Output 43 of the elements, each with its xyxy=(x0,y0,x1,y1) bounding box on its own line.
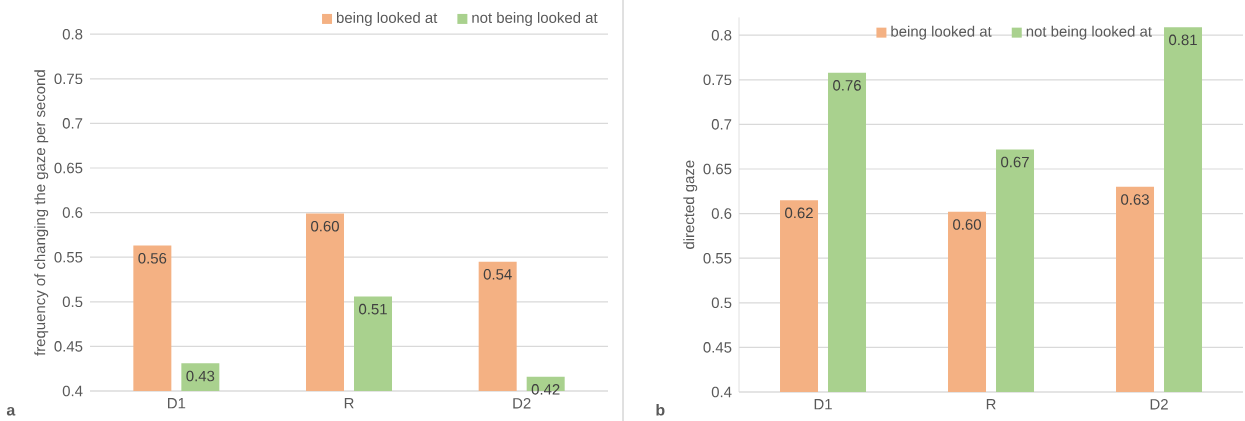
y-tick-label: 0.65 xyxy=(54,162,83,174)
y-tick-label: 0.55 xyxy=(703,252,732,264)
y-tick-label: 0.75 xyxy=(703,74,732,86)
x-tick-label: R xyxy=(344,398,354,409)
y-tick-label: 0.75 xyxy=(54,73,83,85)
y-axis-title: directed gaze xyxy=(683,160,698,249)
x-tick-label: D2 xyxy=(1150,399,1168,410)
y-tick-label: 0.55 xyxy=(54,251,83,263)
legend-label: being looked at xyxy=(336,12,438,26)
text: b xyxy=(656,403,665,416)
data-label: 0.43 xyxy=(186,370,215,382)
y-axis-title: frequency of changing the gaze per second xyxy=(34,70,49,356)
x-tick-label: D2 xyxy=(513,398,531,409)
data-label: 0.81 xyxy=(1169,34,1197,46)
y-tick-label: 0.45 xyxy=(54,341,83,352)
data-label: 0.54 xyxy=(483,269,512,280)
y-tick-label: 0.6 xyxy=(62,207,83,218)
y-tick-label: 0.7 xyxy=(62,118,83,129)
data-label: 0.60 xyxy=(953,219,981,230)
data-label: 0.60 xyxy=(311,220,339,232)
legend-label: not being looked at xyxy=(1026,25,1152,40)
data-label: 0.51 xyxy=(359,303,387,315)
x-tick-label: D1 xyxy=(814,399,832,410)
y-tick-label: 0.7 xyxy=(711,119,732,130)
x-tick-label: R xyxy=(986,399,996,410)
y-tick-label: 0.6 xyxy=(711,208,732,219)
legend-label: being looked at xyxy=(891,25,992,40)
y-tick-label: 0.65 xyxy=(703,163,732,175)
text: a xyxy=(6,406,16,416)
data-label: 0.67 xyxy=(1001,156,1029,168)
x-tick-label: D1 xyxy=(168,398,186,409)
y-tick-label: 0.8 xyxy=(62,28,83,40)
y-tick-label: 0.45 xyxy=(703,342,732,353)
data-label: 0.56 xyxy=(138,253,167,264)
data-label: 0.62 xyxy=(785,207,813,219)
data-label: 0.63 xyxy=(1121,194,1149,205)
y-tick-label: 0.8 xyxy=(711,29,732,41)
y-tick-label: 0.4 xyxy=(711,386,732,398)
data-label: 0.76 xyxy=(833,80,861,91)
y-tick-label: 0.4 xyxy=(62,385,83,397)
legend-label: not being looked at xyxy=(472,12,598,26)
y-tick-label: 0.5 xyxy=(711,297,732,309)
y-tick-label: 0.5 xyxy=(62,296,83,308)
